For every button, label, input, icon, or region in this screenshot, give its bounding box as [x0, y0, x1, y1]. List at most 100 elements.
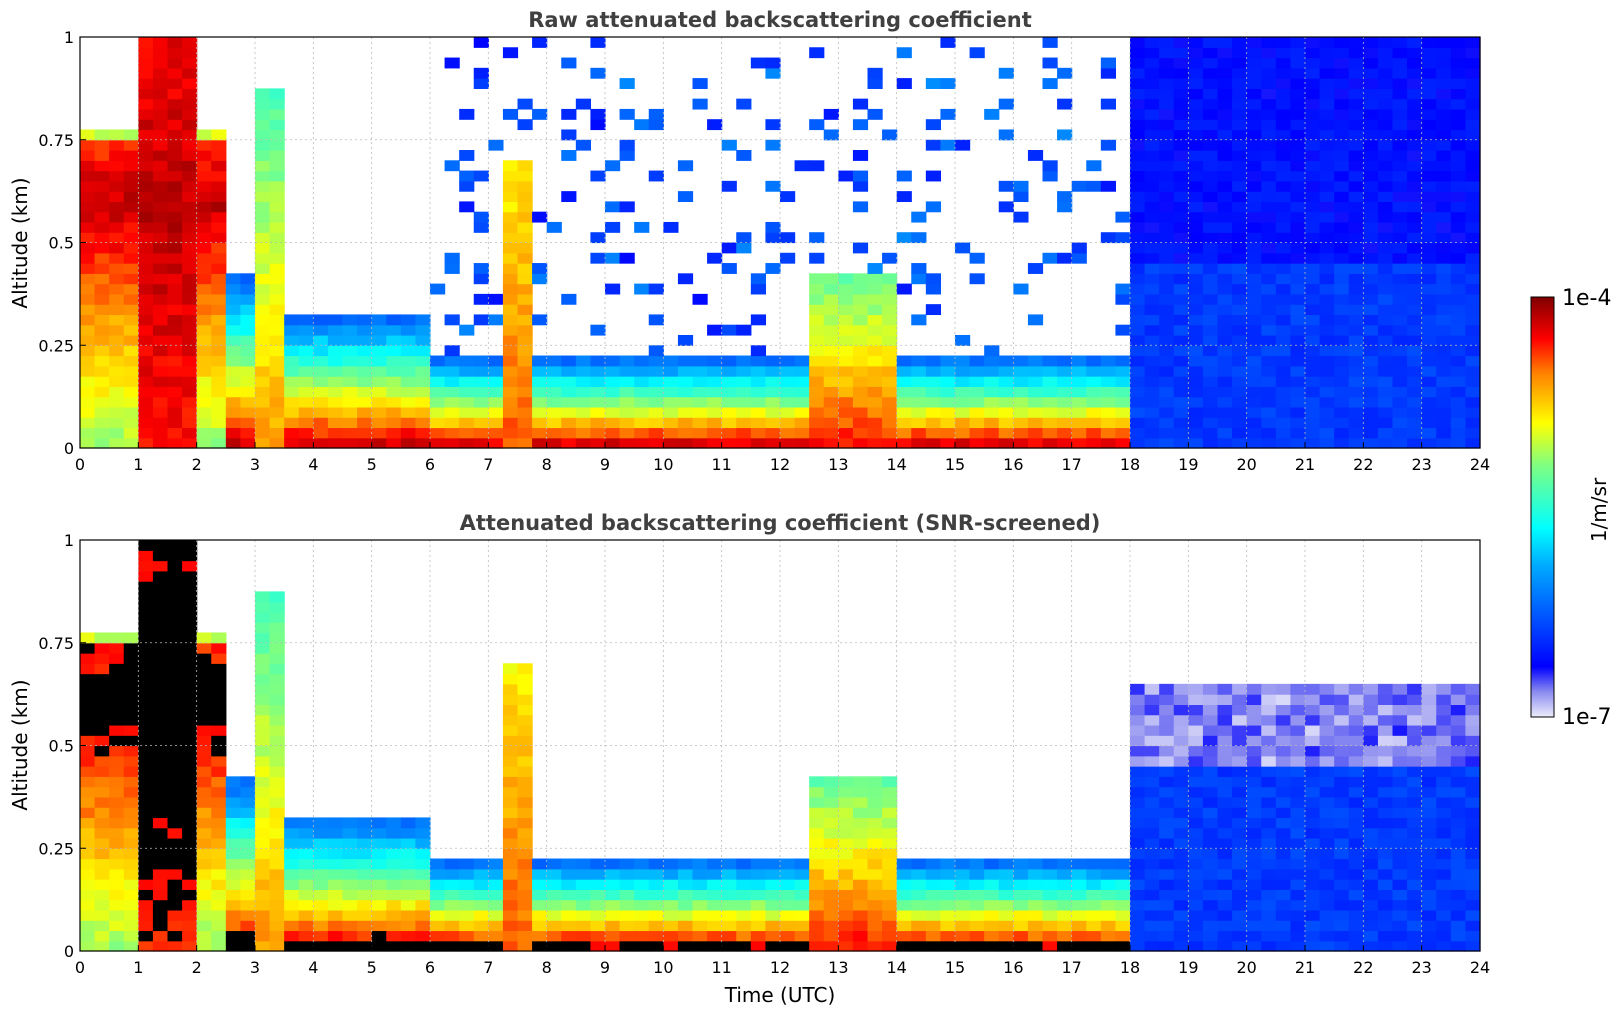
heatmap-cell: [298, 817, 314, 829]
heatmap-cell: [1363, 273, 1379, 285]
heatmap-cell: [1436, 139, 1452, 151]
heatmap-cell: [1377, 683, 1394, 695]
heatmap-cell: [1407, 807, 1423, 819]
heatmap-cell: [152, 365, 169, 377]
heatmap-cell: [1159, 889, 1175, 901]
heatmap-cell: [1115, 879, 1131, 890]
heatmap-cell: [852, 920, 869, 932]
heatmap-cell: [327, 417, 344, 429]
heatmap-cell: [182, 879, 198, 890]
heatmap-cell: [430, 386, 446, 398]
heatmap-cell: [677, 417, 694, 429]
heatmap-cell: [211, 304, 227, 316]
heatmap-cell: [400, 406, 417, 418]
heatmap-cell: [517, 211, 533, 223]
heatmap-cell: [1130, 150, 1146, 161]
heatmap-cell: [1013, 283, 1029, 295]
heatmap-cell: [211, 283, 227, 295]
heatmap-cell: [955, 139, 971, 151]
heatmap-cell: [1348, 283, 1364, 295]
heatmap-cell: [1057, 355, 1073, 367]
heatmap-cell: [123, 355, 139, 367]
heatmap-cell: [1421, 139, 1437, 151]
heatmap-cell: [1217, 704, 1233, 716]
heatmap-cell: [269, 170, 285, 182]
heatmap-cell: [634, 427, 650, 439]
heatmap-cell: [1421, 920, 1437, 932]
heatmap-cell: [1421, 88, 1437, 100]
heatmap-cell: [1130, 98, 1146, 110]
heatmap-cell: [1246, 160, 1262, 172]
heatmap-cell: [1436, 417, 1452, 429]
heatmap-cell: [532, 396, 548, 408]
heatmap-cell: [1421, 827, 1437, 839]
heatmap-cell: [1305, 940, 1321, 952]
heatmap-cell: [1130, 242, 1146, 254]
heatmap-cell: [1319, 827, 1335, 839]
heatmap-cell: [809, 273, 825, 285]
heatmap-cell: [1450, 437, 1467, 449]
heatmap-cell: [575, 427, 592, 439]
heatmap-cell: [998, 201, 1014, 213]
heatmap-cell: [1144, 837, 1160, 849]
heatmap-cell: [152, 355, 169, 367]
heatmap-cell: [1188, 920, 1204, 932]
heatmap-cell: [809, 293, 825, 305]
heatmap-cell: [1130, 735, 1146, 747]
heatmap-cell: [182, 334, 198, 346]
heatmap-cell: [1130, 437, 1146, 449]
heatmap-cell: [532, 889, 548, 901]
heatmap-cell: [1436, 879, 1452, 890]
heatmap-cell: [1465, 47, 1481, 59]
heatmap-cell: [1217, 930, 1233, 942]
heatmap-cell: [80, 642, 96, 654]
heatmap-cell: [1115, 211, 1131, 223]
heatmap-cell: [1450, 796, 1467, 808]
heatmap-cell: [852, 776, 869, 788]
x-tick-label: 16: [1003, 455, 1023, 474]
heatmap-cell: [984, 386, 1000, 398]
heatmap-cell: [1436, 766, 1452, 777]
heatmap-cell: [517, 324, 533, 336]
heatmap-cell: [1246, 776, 1262, 788]
heatmap-cell: [648, 119, 664, 131]
heatmap-cell: [998, 940, 1014, 952]
heatmap-cell: [109, 314, 125, 326]
heatmap-cell: [750, 406, 767, 418]
heatmap-cell: [152, 345, 169, 357]
heatmap-cell: [167, 796, 183, 808]
heatmap-cell: [1348, 437, 1364, 449]
heatmap-cell: [765, 899, 781, 911]
heatmap-cell: [838, 807, 854, 819]
heatmap-cell: [269, 376, 285, 387]
heatmap-cell: [1202, 283, 1219, 295]
heatmap-cell: [488, 899, 504, 911]
heatmap-cell: [1392, 920, 1408, 932]
heatmap-cell: [1042, 858, 1058, 870]
heatmap-cell: [430, 940, 446, 952]
heatmap-cell: [838, 376, 854, 387]
heatmap-cell: [211, 796, 227, 808]
heatmap-cell: [1173, 735, 1189, 747]
heatmap-cell: [1377, 837, 1394, 849]
heatmap-cell: [765, 139, 781, 151]
heatmap-cell: [1421, 396, 1437, 408]
heatmap-cell: [1013, 376, 1029, 387]
heatmap-cell: [809, 437, 825, 449]
heatmap-cell: [1377, 745, 1394, 757]
heatmap-cell: [255, 848, 271, 860]
heatmap-cell: [182, 119, 198, 131]
heatmap-cell: [750, 283, 767, 295]
heatmap-cell: [1450, 334, 1467, 346]
heatmap-cell: [896, 376, 912, 387]
heatmap-cell: [984, 879, 1000, 890]
heatmap-cell: [1188, 735, 1204, 747]
heatmap-cell: [240, 940, 256, 952]
heatmap-cell: [1144, 704, 1160, 716]
heatmap-cell: [269, 653, 285, 664]
heatmap-cell: [1188, 242, 1204, 254]
heatmap-cell: [196, 909, 212, 921]
heatmap-cell: [1363, 837, 1379, 849]
heatmap-cell: [255, 108, 271, 120]
heatmap-cell: [1436, 396, 1452, 408]
